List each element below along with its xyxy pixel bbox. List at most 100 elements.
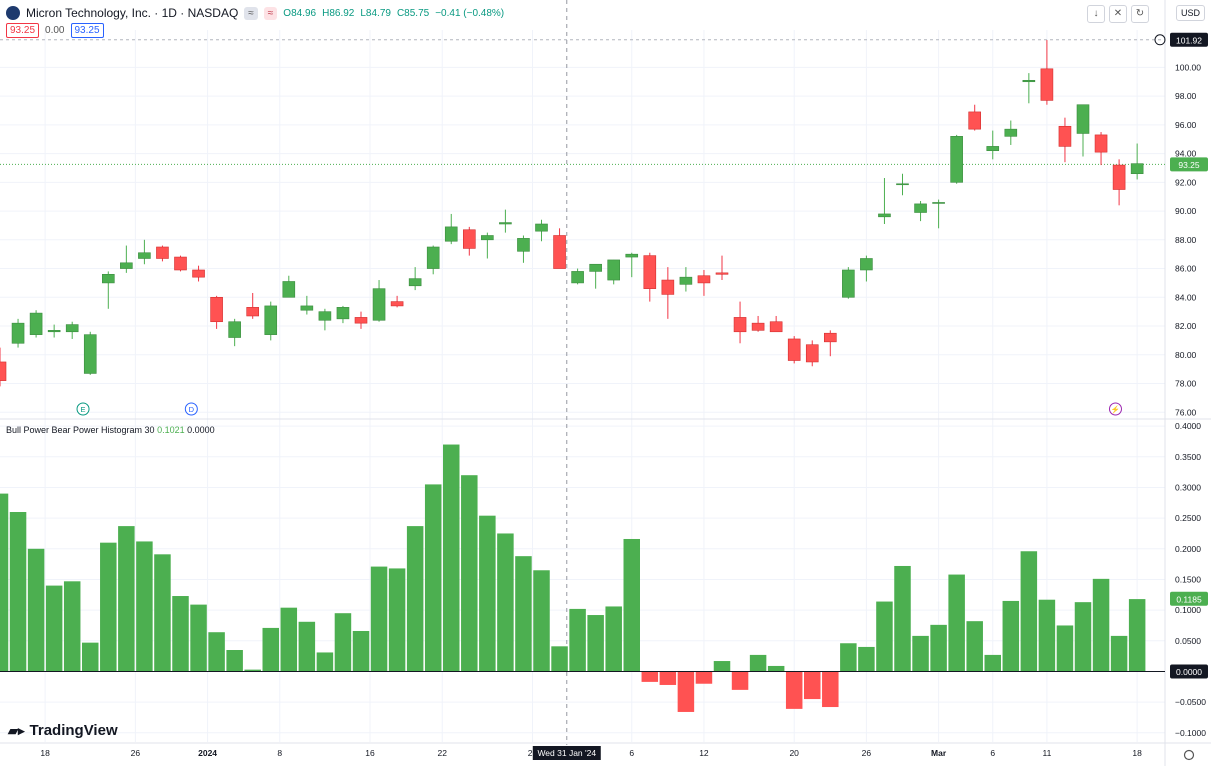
histogram-bar[interactable] bbox=[244, 669, 261, 672]
candle[interactable] bbox=[589, 263, 602, 272]
candle[interactable] bbox=[47, 330, 61, 333]
candle[interactable] bbox=[878, 213, 891, 218]
split-icon[interactable] bbox=[1108, 402, 1122, 416]
candle[interactable] bbox=[192, 269, 205, 278]
candle[interactable] bbox=[733, 317, 747, 333]
currency-select[interactable]: USD bbox=[1175, 5, 1205, 21]
candle[interactable] bbox=[426, 246, 440, 269]
histogram-bar[interactable] bbox=[569, 608, 586, 672]
histogram-bar[interactable] bbox=[731, 671, 749, 690]
candle[interactable] bbox=[805, 344, 819, 363]
candle[interactable] bbox=[390, 301, 404, 307]
histogram-bar[interactable] bbox=[822, 671, 839, 708]
histogram-bar[interactable] bbox=[912, 635, 929, 672]
add-alert-icon[interactable] bbox=[1154, 34, 1166, 46]
histogram-bar[interactable] bbox=[0, 493, 9, 672]
candle[interactable] bbox=[517, 238, 530, 252]
candle[interactable] bbox=[769, 321, 783, 333]
histogram-bar[interactable] bbox=[785, 671, 803, 709]
histogram-bar[interactable] bbox=[334, 613, 352, 672]
candle[interactable] bbox=[968, 111, 982, 130]
candle[interactable] bbox=[246, 307, 259, 317]
candle[interactable] bbox=[1022, 79, 1036, 83]
histogram-bar[interactable] bbox=[118, 526, 135, 672]
histogram-bar[interactable] bbox=[858, 646, 875, 672]
histogram-bar[interactable] bbox=[1110, 635, 1128, 672]
candle[interactable] bbox=[823, 332, 837, 343]
histogram-bar[interactable] bbox=[767, 665, 785, 672]
compare-button[interactable]: ≈ bbox=[244, 6, 258, 20]
histogram-bar[interactable] bbox=[840, 643, 857, 672]
candle[interactable] bbox=[0, 361, 7, 381]
histogram-bar[interactable] bbox=[172, 596, 189, 672]
indicator-name[interactable]: Bull Power Bear Power Histogram 30 bbox=[6, 425, 155, 435]
candle[interactable] bbox=[102, 273, 115, 284]
histogram-bar[interactable] bbox=[154, 554, 171, 672]
histogram-bar[interactable] bbox=[804, 671, 821, 700]
candle[interactable] bbox=[679, 276, 693, 285]
candle[interactable] bbox=[120, 262, 133, 269]
histogram-bar[interactable] bbox=[1020, 551, 1038, 672]
candle[interactable] bbox=[607, 259, 621, 281]
candle[interactable] bbox=[481, 235, 494, 241]
buy-button[interactable]: 93.25 bbox=[70, 23, 104, 38]
histogram-bar[interactable] bbox=[27, 548, 45, 672]
histogram-bar[interactable] bbox=[623, 538, 641, 672]
settings-icon[interactable] bbox=[1183, 749, 1195, 761]
candle[interactable] bbox=[1112, 164, 1126, 190]
histogram-bar[interactable] bbox=[533, 570, 550, 672]
dividend-icon[interactable] bbox=[184, 402, 198, 416]
histogram-bar[interactable] bbox=[316, 652, 334, 672]
histogram-bar[interactable] bbox=[695, 671, 713, 684]
histogram-bar[interactable] bbox=[984, 654, 1002, 672]
candle[interactable] bbox=[174, 256, 187, 271]
candle[interactable] bbox=[697, 275, 711, 284]
histogram-bar[interactable] bbox=[1002, 600, 1020, 672]
candle[interactable] bbox=[354, 317, 368, 324]
histogram-bar[interactable] bbox=[136, 541, 153, 672]
candle[interactable] bbox=[282, 281, 296, 298]
candle[interactable] bbox=[318, 311, 332, 321]
candle[interactable] bbox=[228, 321, 241, 338]
histogram-bar[interactable] bbox=[966, 621, 983, 672]
histogram-bar[interactable] bbox=[63, 581, 81, 672]
histogram-bar[interactable] bbox=[497, 533, 514, 672]
candle[interactable] bbox=[860, 258, 873, 271]
histogram-bar[interactable] bbox=[388, 568, 406, 672]
histogram-bar[interactable] bbox=[1074, 602, 1092, 672]
histogram-bar[interactable] bbox=[894, 565, 911, 672]
candle[interactable] bbox=[1094, 134, 1108, 153]
candle[interactable] bbox=[1058, 125, 1072, 147]
histogram-bar[interactable] bbox=[605, 606, 622, 672]
arrow-down-icon[interactable]: ↓ bbox=[1087, 5, 1105, 23]
histogram-bar[interactable] bbox=[515, 556, 532, 672]
candle[interactable] bbox=[643, 255, 657, 289]
histogram-bar[interactable] bbox=[352, 630, 370, 672]
histogram-bar[interactable] bbox=[370, 566, 388, 672]
candle[interactable] bbox=[138, 252, 151, 259]
histogram-bar[interactable] bbox=[298, 621, 316, 672]
histogram-bar[interactable] bbox=[82, 642, 99, 672]
histogram-bar[interactable] bbox=[1092, 578, 1110, 672]
histogram-bar[interactable] bbox=[587, 615, 604, 672]
histogram-bar[interactable] bbox=[262, 627, 280, 672]
indicator-button[interactable]: ≈ bbox=[263, 6, 278, 20]
candle[interactable] bbox=[462, 229, 476, 249]
candle[interactable] bbox=[210, 296, 223, 323]
histogram-bar[interactable] bbox=[208, 632, 225, 672]
histogram-bar[interactable] bbox=[226, 650, 243, 672]
candle[interactable] bbox=[950, 136, 963, 183]
histogram-bar[interactable] bbox=[1056, 625, 1074, 672]
candle[interactable] bbox=[932, 202, 945, 204]
candle[interactable] bbox=[571, 271, 584, 284]
histogram-bar[interactable] bbox=[551, 646, 568, 672]
refresh-icon[interactable]: ↻ bbox=[1131, 5, 1149, 23]
histogram-bar[interactable] bbox=[424, 484, 442, 672]
candle[interactable] bbox=[29, 312, 43, 335]
candle[interactable] bbox=[65, 324, 79, 333]
candle[interactable] bbox=[787, 338, 801, 361]
candle[interactable] bbox=[535, 223, 548, 232]
candle[interactable] bbox=[1040, 68, 1054, 101]
histogram-bar[interactable] bbox=[461, 475, 478, 672]
candle[interactable] bbox=[300, 305, 314, 311]
